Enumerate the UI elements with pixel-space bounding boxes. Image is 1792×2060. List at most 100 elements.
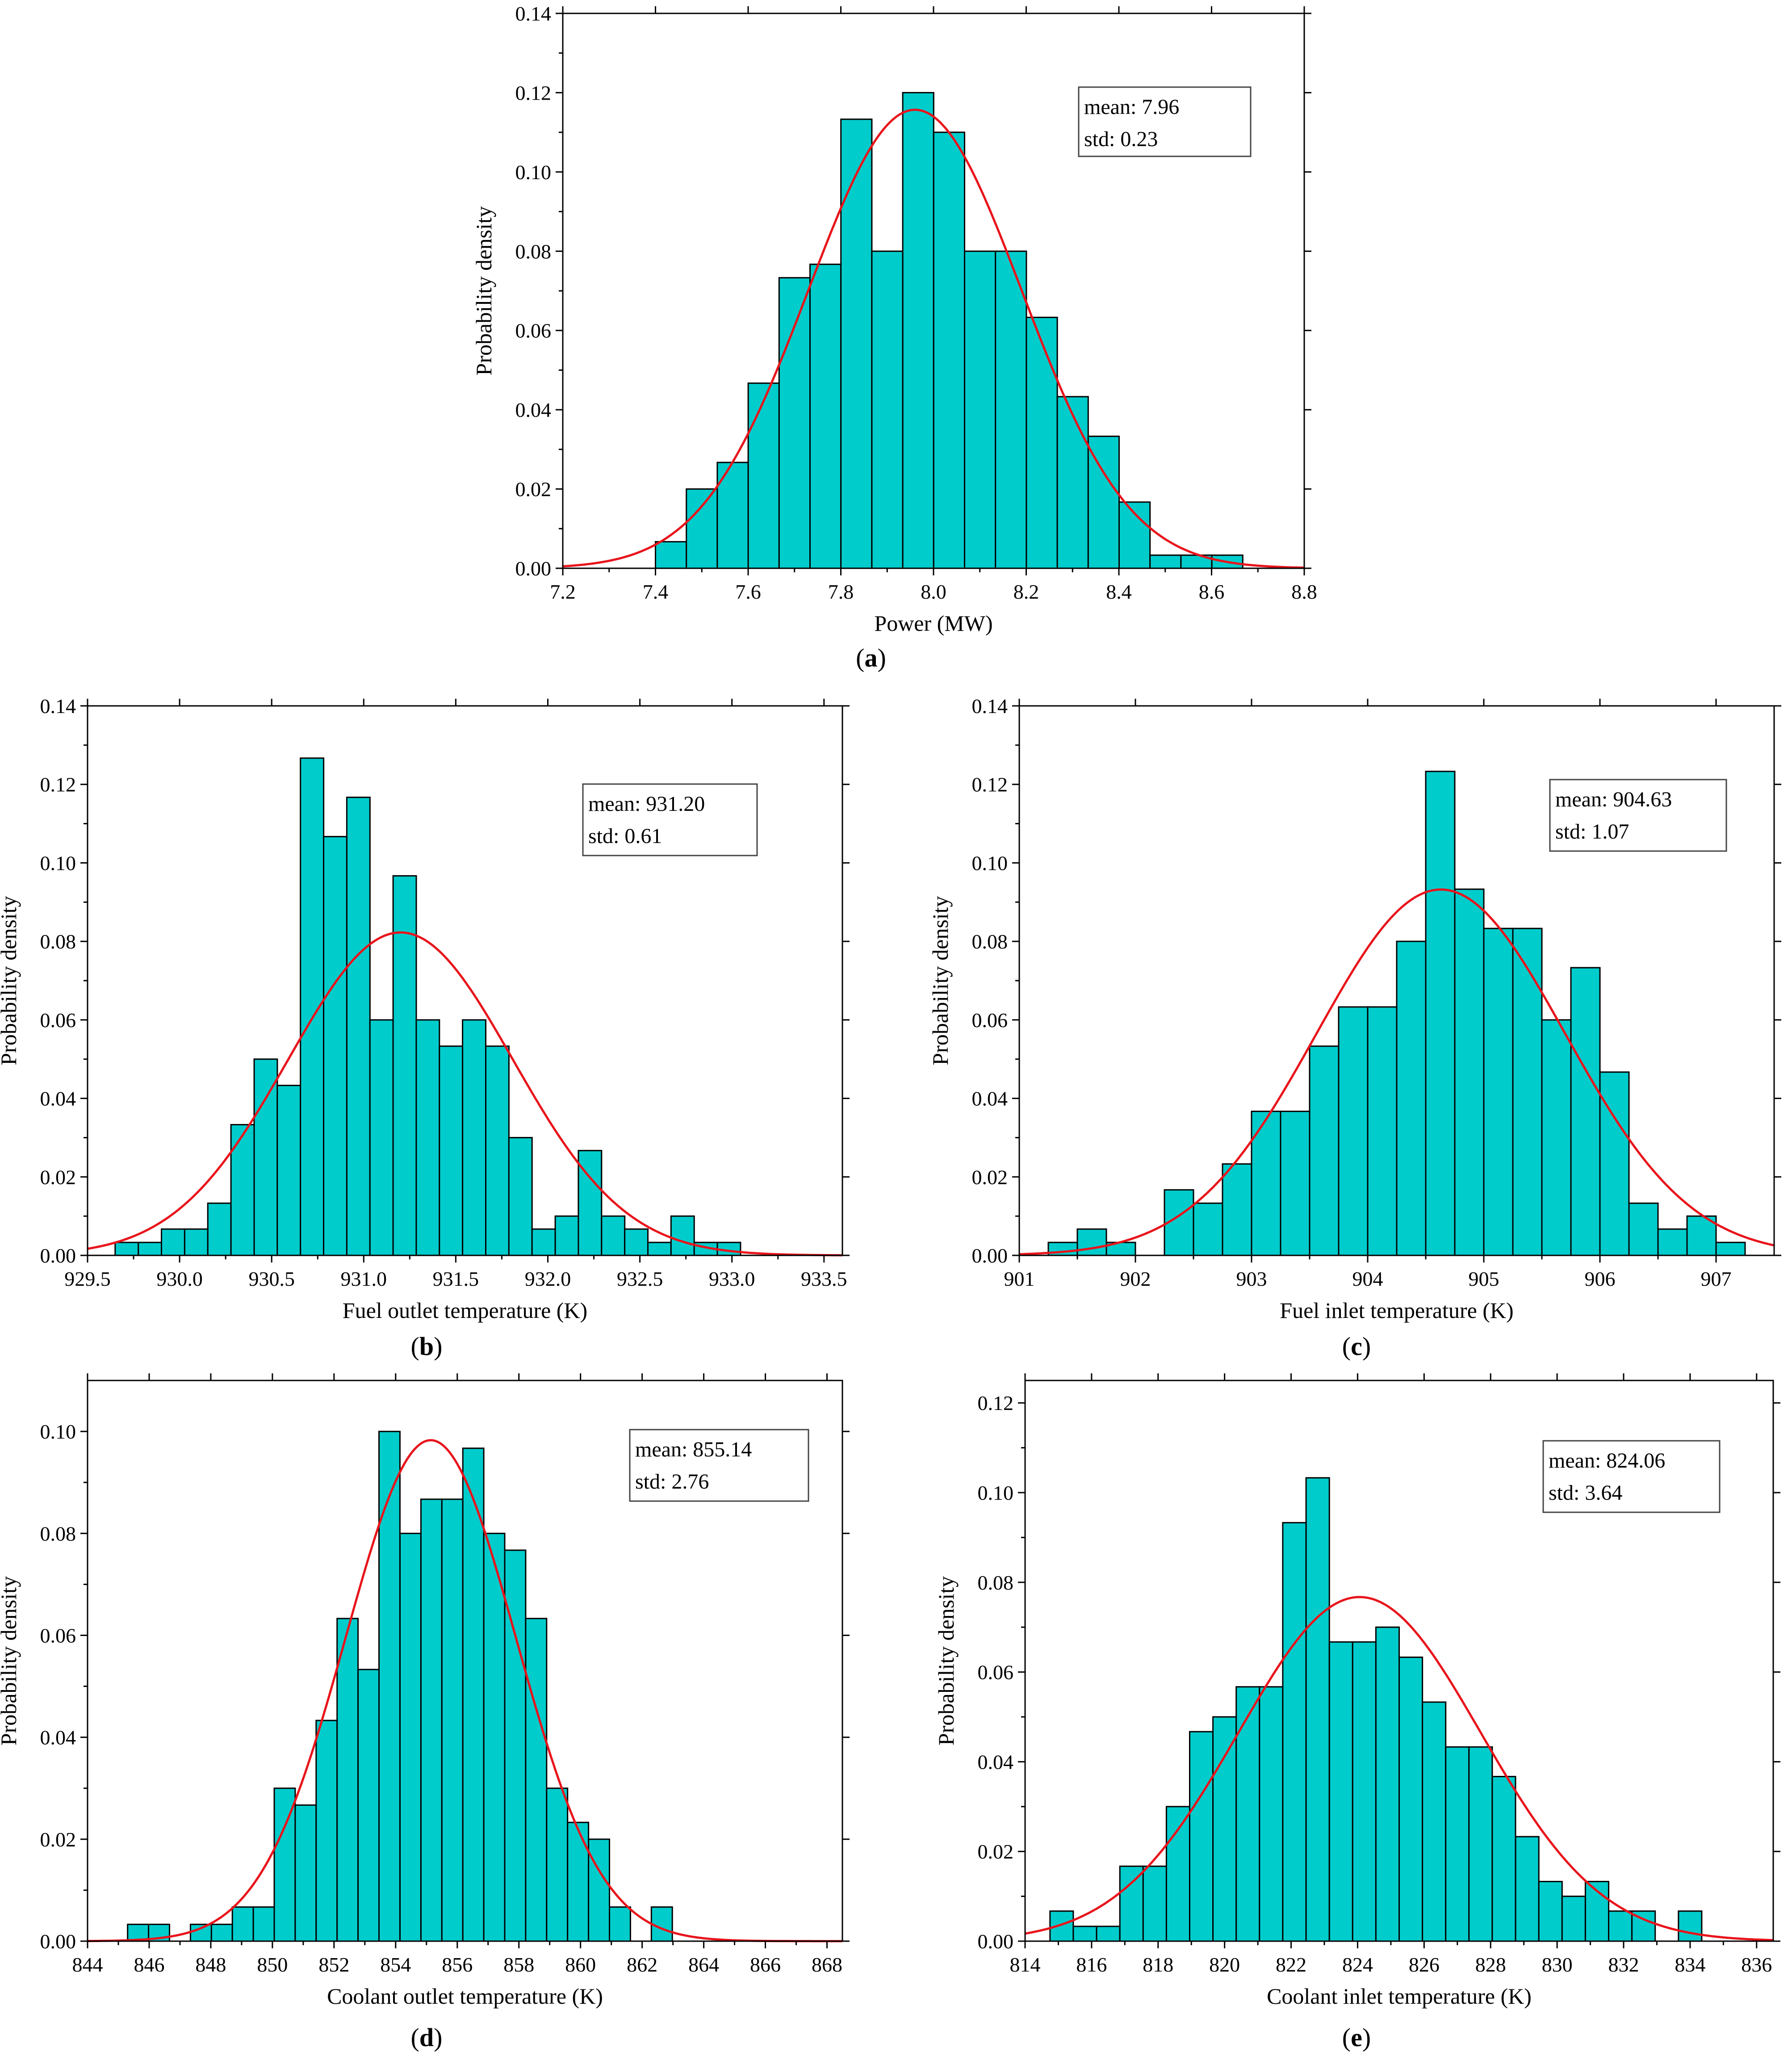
x-axis-title: Power (MW) (874, 611, 992, 636)
panel-label-letter: a (865, 643, 878, 672)
panel-label-open: ( (411, 1332, 419, 1361)
histogram-bar (1165, 1806, 1190, 1942)
panel-label-close: ) (434, 2023, 442, 2052)
chart-panel-b: 929.5 930.0 930.5 931.0 931.5 932.0 932.5 933.0… (0, 695, 850, 1361)
y-tick-label: 0.08 (40, 930, 76, 953)
y-tick-label: 0.14 (515, 2, 552, 25)
histogram-bar (1570, 967, 1601, 1256)
x-tick-label: 850 (257, 1953, 288, 1976)
y-tick-label: 0.12 (515, 81, 552, 104)
y-tick-label: 0.10 (515, 161, 552, 184)
histogram-bar (1608, 1910, 1633, 1942)
x-tick-label: 7.8 (828, 580, 854, 603)
x-tick-label: 8.6 (1199, 580, 1225, 603)
histogram-bar (1056, 396, 1089, 569)
histogram-bar (346, 797, 371, 1256)
histogram-bar (1515, 1836, 1540, 1942)
y-tick-label: 0.06 (978, 1661, 1014, 1684)
histogram-bar (655, 541, 687, 569)
histogram-bar (253, 1058, 278, 1256)
y-tick-label: 0.08 (40, 1522, 76, 1545)
histogram-bar (1305, 1477, 1330, 1942)
histogram-bar (546, 1787, 569, 1942)
histogram-bar (1087, 436, 1120, 569)
histogram-bar (357, 1669, 380, 1942)
x-tick-label: 932.0 (525, 1267, 571, 1290)
histogram-bar (230, 1124, 255, 1256)
y-tick-label: 0.04 (972, 1087, 1008, 1110)
panel-label-close: ) (1362, 2023, 1371, 2052)
y-axis-title: Probability density (471, 206, 496, 375)
legend-mean: mean: 931.20 (588, 792, 705, 816)
histogram-bar (420, 1498, 443, 1942)
histogram-bar (650, 1906, 673, 1942)
histogram-bar (601, 1215, 626, 1256)
x-tick-label: 848 (195, 1953, 226, 1976)
x-tick-label: 933.5 (801, 1267, 847, 1290)
y-tick-label: 0.04 (40, 1087, 76, 1110)
chart-panel-d: 844 846 848 850 852 854 856 858 860 862 864 866 868 0… (0, 1373, 850, 2052)
histogram-bar (1282, 1522, 1307, 1942)
legend-std: std: 2.76 (635, 1470, 709, 1494)
x-tick-label: 8.2 (1013, 580, 1039, 603)
chart-panel-e: 814 816 818 820 822 824 826 828 830 832 834 836 0.00… (934, 1373, 1780, 2052)
histogram-bar (1715, 1242, 1746, 1256)
x-tick-label: 905 (1469, 1267, 1499, 1290)
histogram-bar (336, 1618, 359, 1942)
y-tick-label: 0.14 (40, 695, 76, 717)
y-tick-label: 0.10 (978, 1481, 1014, 1504)
y-tick-label: 0.06 (972, 1009, 1008, 1032)
panel-label-open: ( (411, 2023, 419, 2052)
histogram-bar (624, 1228, 649, 1256)
histogram-bar (439, 1045, 464, 1256)
histogram-bar (1096, 1926, 1121, 1942)
histogram-bar (483, 1532, 506, 1942)
histogram-bar (1375, 1626, 1400, 1942)
histogram-bar (1072, 1926, 1097, 1942)
histogram-bar (189, 1923, 212, 1942)
x-axis-title: Fuel inlet temperature (K) (1280, 1298, 1513, 1323)
histogram-bar (399, 1532, 422, 1942)
x-tick-label: 866 (750, 1953, 781, 1976)
x-tick-label: 8.8 (1291, 580, 1317, 603)
x-tick-label: 856 (442, 1953, 473, 1976)
histogram-bar (1142, 1865, 1167, 1942)
x-tick-label: 828 (1475, 1953, 1506, 1976)
y-tick-label: 0.04 (40, 1726, 76, 1749)
x-tick-label: 836 (1741, 1953, 1772, 1976)
x-tick-label: 822 (1276, 1953, 1306, 1976)
x-tick-label: 906 (1585, 1267, 1616, 1290)
x-tick-label: 852 (318, 1953, 349, 1976)
histogram-bar (588, 1838, 610, 1942)
y-tick-label: 0.04 (978, 1750, 1014, 1773)
histogram-bar (184, 1228, 209, 1256)
y-axis-title: Probability density (928, 896, 953, 1065)
x-tick-label: 834 (1675, 1953, 1705, 1976)
y-tick-label: 0.12 (972, 773, 1008, 796)
histogram-bar (1483, 927, 1514, 1256)
normal-fit-curve (87, 931, 842, 1257)
normal-fit-curve (1025, 1596, 1774, 1942)
x-tick-label: 826 (1409, 1953, 1440, 1976)
stats-legend-box (1078, 86, 1252, 157)
histogram-bar (276, 1085, 301, 1256)
histogram-bar (1193, 1202, 1223, 1256)
panel-label-letter: d (419, 2023, 434, 2052)
histogram-bar (1367, 1006, 1398, 1256)
panel-label: (c) (1342, 1332, 1371, 1361)
x-axis-title: Fuel outlet temperature (K) (343, 1298, 587, 1323)
histogram-bar (670, 1215, 695, 1256)
chart-panel-a: 7.2 7.4 7.6 7.8 8.0 8.2 8.4 8.6 8.8 0.00 0.02 0.04 0… (471, 2, 1317, 672)
x-tick-label: 931.0 (341, 1267, 387, 1290)
y-tick-label: 0.00 (40, 1930, 76, 1953)
panel-label: (e) (1342, 2023, 1371, 2052)
histogram-bar (1541, 1019, 1572, 1256)
histogram-bar (1657, 1228, 1688, 1256)
histogram-bar (1309, 1045, 1340, 1256)
chart-panel-c: 901 902 903 904 905 906 907 0.00 0.02 0.04 0.06 0.0… (928, 695, 1781, 1361)
histogram-bar (1328, 1641, 1353, 1942)
plot-frame (87, 1380, 843, 1942)
x-axis-title: Coolant outlet temperature (K) (327, 1984, 603, 2009)
y-tick-label: 0.00 (40, 1244, 76, 1267)
x-tick-label: 824 (1342, 1953, 1373, 1976)
